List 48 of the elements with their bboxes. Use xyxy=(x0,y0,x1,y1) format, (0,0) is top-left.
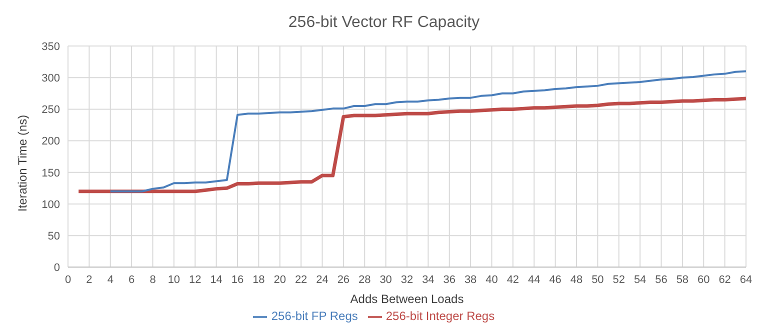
line-series xyxy=(76,96,746,194)
y-axis-title: Iteration Time (ns) xyxy=(15,114,30,212)
x-tick-label: 42 xyxy=(506,274,520,286)
x-tick-label: 40 xyxy=(486,274,498,286)
x-tick-label: 24 xyxy=(316,274,328,286)
x-tick-label: 6 xyxy=(128,274,135,286)
x-tick-label: 46 xyxy=(549,274,562,286)
x-tick-label: 28 xyxy=(358,274,371,286)
x-tick-label: 64 xyxy=(740,274,752,286)
x-tick-label: 26 xyxy=(337,274,350,286)
x-tick-label: 60 xyxy=(698,274,710,286)
x-tick-label: 58 xyxy=(676,274,689,286)
y-tick-label: 50 xyxy=(48,230,60,242)
x-tick-label: 32 xyxy=(400,274,414,286)
x-tick-label: 48 xyxy=(570,274,583,286)
y-tick-label: 150 xyxy=(42,167,60,180)
x-tick-label: 2 xyxy=(86,274,92,286)
x-tick-label: 34 xyxy=(422,274,434,286)
x-tick-label: 0 xyxy=(64,274,72,286)
x-tick-label: 22 xyxy=(294,274,308,286)
x-tick-label: 50 xyxy=(592,274,604,286)
line-series xyxy=(109,70,746,192)
x-tick-label: 52 xyxy=(612,274,625,286)
y-tick-label: 300 xyxy=(42,72,60,84)
x-tick-label: 10 xyxy=(168,274,180,286)
x-tick-label: 20 xyxy=(274,274,286,286)
x-tick-label: 62 xyxy=(718,274,731,286)
y-tick-label: 200 xyxy=(42,136,60,148)
y-tick-label: 100 xyxy=(42,198,60,211)
x-tick-label: 14 xyxy=(210,274,222,286)
x-tick-label: 16 xyxy=(231,274,244,286)
y-tick-label: 350 xyxy=(42,40,60,53)
x-tick-label: 8 xyxy=(150,274,156,286)
x-tick-label: 56 xyxy=(655,274,668,286)
chart-title: 256-bit Vector RF Capacity xyxy=(287,13,481,33)
x-tick-label: 30 xyxy=(380,274,392,286)
x-tick-label: 12 xyxy=(189,274,202,286)
x-tick-label: 4 xyxy=(107,274,114,286)
legend-label: 256-bit Integer Regs xyxy=(386,309,495,324)
x-tick-label: 44 xyxy=(528,274,540,286)
y-tick-label: 0 xyxy=(54,262,60,274)
x-tick-label: 54 xyxy=(634,274,646,286)
y-tick-label: 250 xyxy=(42,104,60,116)
x-tick-label: 38 xyxy=(464,274,477,286)
legend-label: 256-bit FP Regs xyxy=(271,309,358,324)
x-tick-label: 36 xyxy=(443,274,456,286)
x-axis-title: Adds Between Loads xyxy=(350,292,464,306)
x-tick-label: 18 xyxy=(252,274,265,286)
